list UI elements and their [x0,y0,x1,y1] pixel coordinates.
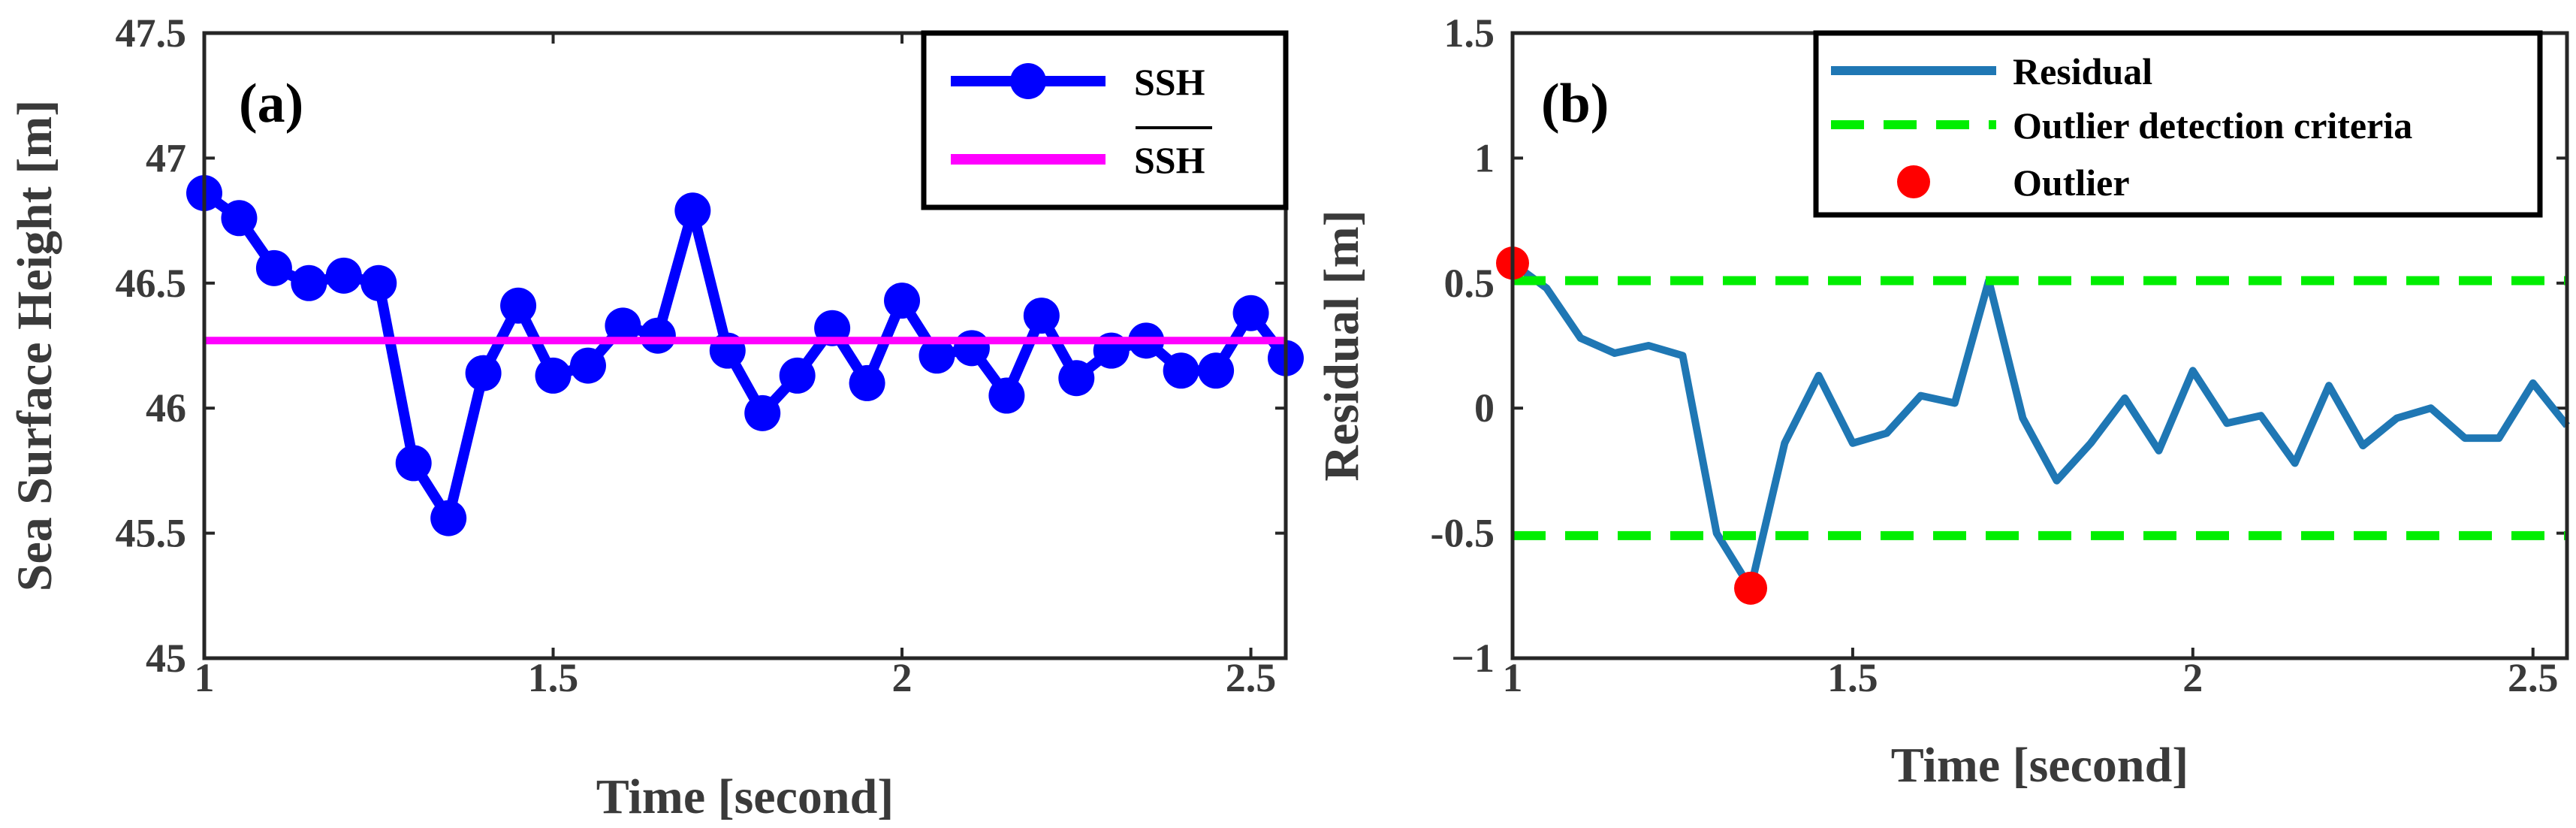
series-group-b [1496,246,2570,605]
series-line-residual-0 [1510,260,2570,592]
legend-box-a [921,30,1289,210]
y-ticks-b: −1 -0.5 0 0.5 1 1.5 [1431,11,2567,681]
outlier-point [1734,571,1768,605]
legend-marker-outlier [1897,165,1930,198]
data-point [255,249,292,286]
legend-label-ssh: SSH [1134,61,1205,103]
data-point [291,264,327,301]
axes-box-a [202,31,1288,660]
data-point [1198,352,1235,389]
data-point [1023,298,1060,334]
data-point [360,264,397,301]
y-tick-label: 0 [1474,385,1495,431]
data-point [953,330,990,367]
x-tick-label: 2 [892,655,912,700]
x-tick-label: 1.5 [528,655,579,700]
data-point [1232,295,1269,331]
data-point [988,377,1025,414]
panel-b: Residual [m] Time [second] −1 -0.5 0 0.5 1 1.… [1314,11,2570,793]
data-point [430,500,467,536]
data-point [605,307,641,344]
data-point [1058,360,1095,397]
y-ticks-a: 45 45.5 46 46.5 47 47.5 [116,11,1286,681]
y-axis-label-b: Residual [m] [1314,210,1369,481]
panel-a: Sea Surface Height [m] Time [second] 454… [8,11,1304,824]
x-ticks-b: 1 1.5 2 2.5 [1503,33,2559,700]
x-tick-label: 1 [1503,655,1523,700]
x-tick-label: 1 [195,655,215,700]
data-point [744,394,781,431]
y-axis-label-a: Sea Surface Height [m] [8,100,62,591]
y-tick-label: 46.5 [116,261,187,306]
y-tick-label: 45 [146,636,186,681]
series-group-a [186,174,1304,536]
panel-label-b: (b) [1541,73,1609,134]
legend-b: Residual Outlier detection criteria Outl… [1813,30,2543,218]
legend-label-ssh-mean: SSH [1134,139,1205,181]
data-point [918,337,955,374]
data-point [465,355,502,391]
data-point [674,192,711,229]
y-tick-label: 1.5 [1444,11,1495,56]
data-point [569,347,606,384]
legend-marker-ssh [1010,63,1046,99]
x-axis-label-a: Time [second] [596,769,894,824]
y-tick-label: 47.5 [116,11,187,56]
y-tick-label: 0.5 [1444,261,1495,306]
x-tick-label: 2.5 [2508,655,2559,700]
y-tick-label: -0.5 [1431,511,1495,556]
data-point [884,283,921,319]
y-tick-label: 47 [146,135,186,180]
y-tick-label: 1 [1474,135,1495,180]
legend-a: SSH SSH [921,30,1289,210]
data-point [1163,352,1199,389]
data-point [535,357,572,394]
x-ticks-a: 1 1.5 2 2.5 [195,33,1277,700]
data-point [779,357,816,394]
legend-label-residual: Residual [2013,50,2152,92]
legend-label-outlier: Outlier [2013,162,2130,204]
x-tick-label: 2 [2182,655,2203,700]
data-point [395,445,432,482]
y-tick-label: −1 [1451,636,1495,681]
data-point [325,257,362,294]
panel-label-a: (a) [239,73,303,134]
data-point [500,287,537,324]
x-tick-label: 2.5 [1226,655,1277,700]
y-tick-label: 46 [146,385,186,431]
data-point [849,364,885,401]
x-tick-label: 1.5 [1827,655,1878,700]
x-axis-label-b: Time [second] [1891,738,2189,793]
data-point [221,200,258,237]
data-point [639,317,676,354]
y-tick-label: 45.5 [116,511,187,556]
legend-label-criteria: Outlier detection criteria [2013,104,2412,147]
